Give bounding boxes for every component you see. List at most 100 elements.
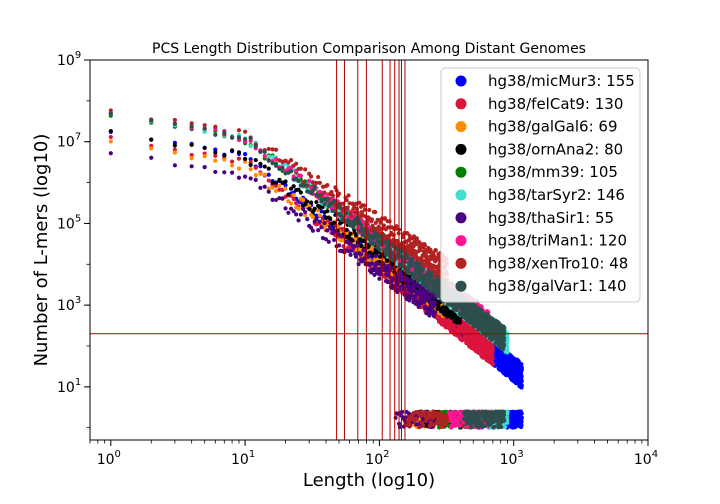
data-point [108, 139, 113, 144]
data-point [291, 196, 296, 202]
data-point [490, 356, 495, 361]
data-point [325, 209, 330, 214]
data-point [490, 352, 495, 357]
data-point [229, 163, 235, 168]
data-point [519, 419, 524, 424]
data-point [270, 185, 275, 190]
data-point [440, 305, 445, 310]
data-point [350, 238, 355, 243]
data-point [273, 183, 279, 188]
data-point [369, 246, 375, 251]
data-point [296, 206, 301, 211]
data-point [277, 183, 282, 188]
data-point [519, 383, 524, 388]
data-point [308, 200, 314, 205]
data-point [348, 231, 353, 236]
data-point [253, 165, 258, 170]
data-point [248, 167, 253, 172]
data-point [519, 374, 524, 380]
data-point [294, 201, 299, 206]
data-point [202, 153, 207, 159]
data-point [296, 187, 301, 192]
data-point [149, 146, 154, 151]
data-point [202, 145, 207, 151]
data-point [222, 153, 227, 158]
data-point [310, 215, 316, 220]
data-point [283, 186, 288, 191]
data-point [314, 199, 319, 205]
data-point [266, 172, 271, 177]
data-point [243, 156, 248, 162]
data-point [253, 157, 258, 163]
data-point [189, 156, 194, 161]
chart-title: PCS Length Distribution Comparison Among… [152, 41, 586, 57]
data-point [503, 424, 508, 429]
data-point [339, 238, 344, 243]
data-point [519, 411, 524, 416]
data-point [490, 349, 495, 354]
data-point [332, 220, 337, 225]
data-point [519, 423, 524, 428]
data-point [291, 184, 296, 189]
data-point [243, 152, 248, 157]
data-point [358, 243, 364, 248]
data-point [298, 190, 303, 195]
data-point [172, 150, 177, 155]
data-point [273, 180, 279, 185]
data-point [277, 177, 282, 182]
data-point [277, 187, 282, 192]
data-point [312, 206, 317, 211]
data-point [519, 415, 524, 420]
data-point [248, 157, 253, 162]
data-point [344, 227, 349, 233]
data-point [490, 362, 495, 367]
data-point [270, 180, 275, 185]
data-point [283, 183, 288, 188]
data-point [213, 153, 218, 158]
data-point [266, 178, 271, 183]
data-point [273, 188, 279, 194]
data-point [108, 128, 113, 134]
data-point [288, 201, 294, 206]
data-point [519, 366, 524, 371]
data-point [490, 346, 495, 351]
data-point [248, 144, 253, 149]
data-point [229, 159, 235, 164]
data-point [213, 150, 218, 155]
data-point [266, 166, 271, 171]
data-point [270, 154, 275, 160]
data-point [236, 150, 242, 155]
data-point [258, 171, 263, 176]
data-point [172, 147, 177, 152]
data-point [317, 213, 322, 218]
data-point [258, 161, 263, 166]
data-point [340, 226, 345, 231]
data-point [149, 137, 154, 142]
data-point [172, 143, 177, 148]
data-point [262, 172, 267, 177]
data-point [449, 329, 454, 335]
data-point [283, 179, 288, 184]
data-point [307, 206, 312, 212]
data-point [266, 186, 271, 191]
data-point [519, 379, 524, 384]
data-point [236, 156, 242, 161]
data-point [189, 142, 194, 147]
data-point [367, 250, 373, 255]
data-point [248, 162, 253, 167]
data-point [300, 197, 306, 202]
data-point [189, 152, 194, 158]
data-point [305, 199, 310, 204]
data-point [291, 192, 296, 198]
data-point [328, 216, 333, 221]
data-point [262, 164, 267, 169]
data-point [519, 362, 524, 367]
data-point [288, 186, 294, 191]
data-point [108, 134, 113, 140]
data-point [303, 213, 308, 218]
data-point [229, 148, 235, 153]
data-point [236, 166, 242, 171]
data-point [213, 158, 218, 163]
data-point [222, 157, 227, 162]
